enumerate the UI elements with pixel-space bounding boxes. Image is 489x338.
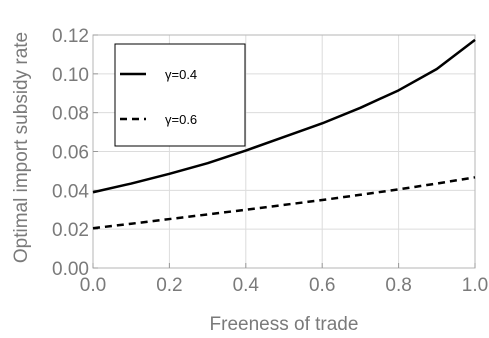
x-tick-label: 0.8 <box>385 275 411 296</box>
series-line-solid <box>92 38 476 194</box>
y-tick-label: 0.12 <box>52 26 89 47</box>
y-axis-label: Optimal import subsidy rate <box>11 32 32 263</box>
y-tick-label: 0.00 <box>52 259 89 280</box>
y-tick-label: 0.02 <box>52 220 89 241</box>
legend-label-gamma-0-4: γ=0.4 <box>165 67 197 82</box>
y-tick-label: 0.06 <box>52 143 89 164</box>
y-tick-label: 0.08 <box>52 104 89 125</box>
x-tick-label: 0.0 <box>80 275 106 296</box>
x-axis-label: Freeness of trade <box>210 314 359 335</box>
series-line-dashed <box>92 176 476 230</box>
legend-label-gamma-0-6: γ=0.6 <box>165 112 197 127</box>
legend: γ=0.4 γ=0.6 <box>114 43 246 147</box>
x-tick-label: 0.4 <box>233 275 260 296</box>
y-tick-label: 0.10 <box>52 65 89 86</box>
y-tick-label: 0.04 <box>52 181 89 202</box>
y-axis-ticks: 0.00 0.02 0.04 0.06 0.08 0.10 0.12 <box>52 26 98 280</box>
series-layer <box>92 38 476 230</box>
legend-box <box>114 43 246 147</box>
x-axis-ticks: 0.0 0.2 0.4 0.6 0.8 1.0 <box>80 263 488 296</box>
x-tick-label: 0.6 <box>309 275 335 296</box>
x-tick-label: 0.2 <box>156 275 182 296</box>
x-tick-label: 1.0 <box>462 275 488 296</box>
